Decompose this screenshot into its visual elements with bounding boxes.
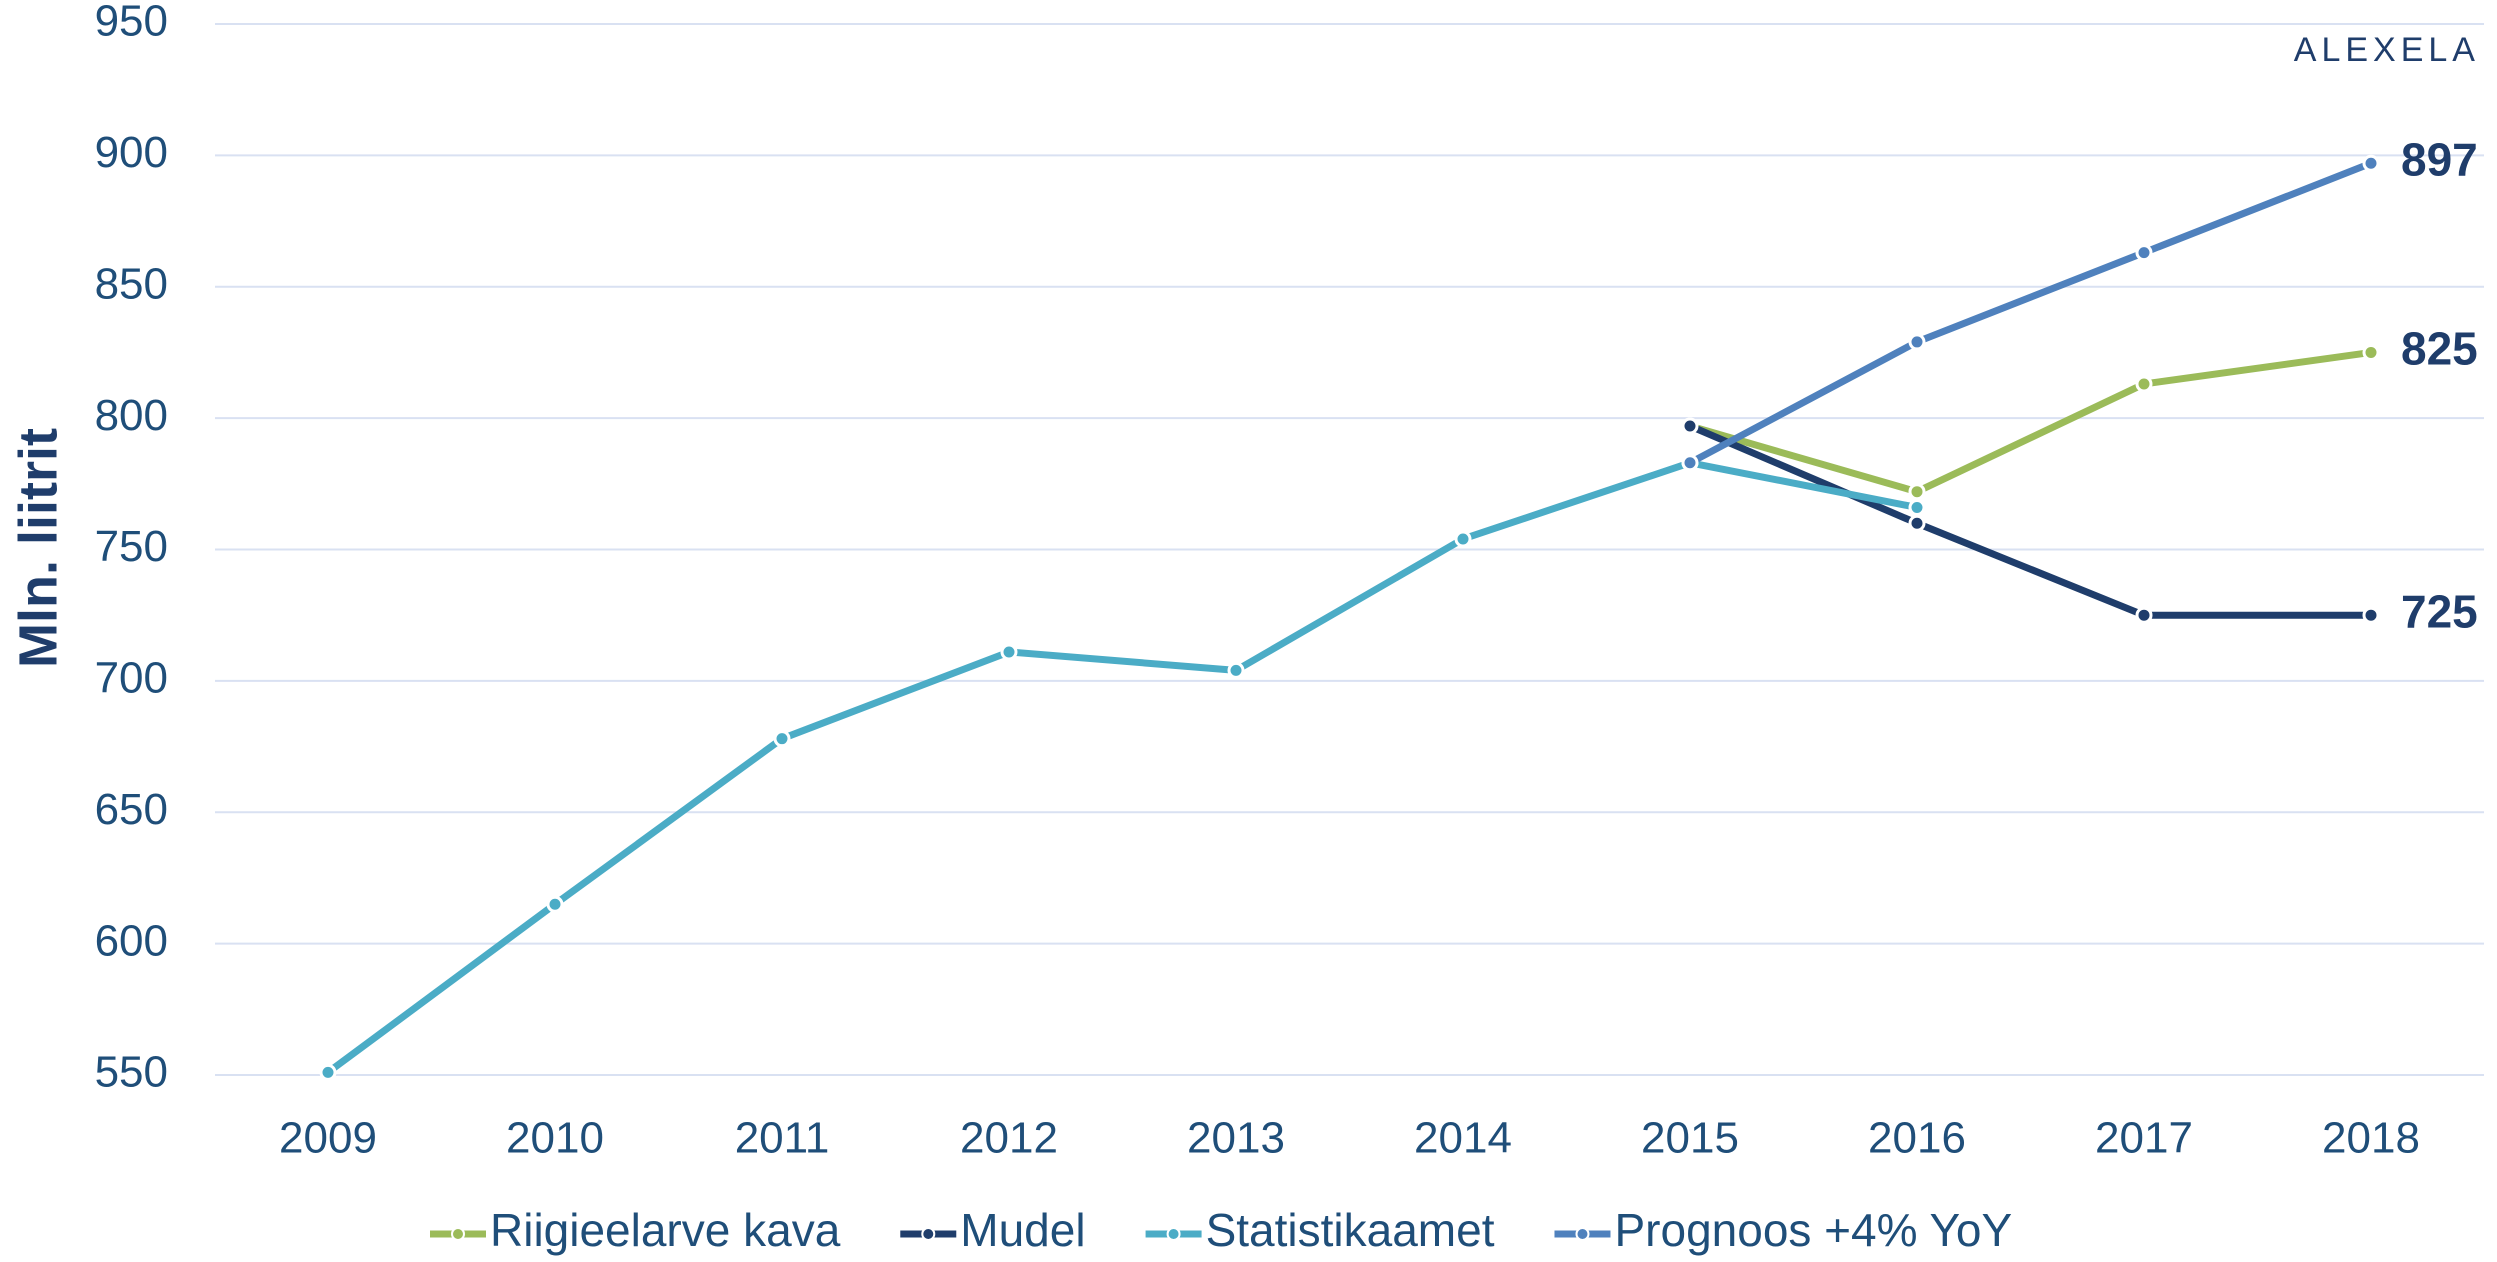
point xyxy=(1908,498,1926,516)
point xyxy=(2362,154,2380,172)
y-tick-label: 950 xyxy=(95,0,168,46)
legend-label: Statistikaamet xyxy=(1206,1204,1495,1256)
point xyxy=(2135,244,2153,262)
point xyxy=(1681,454,1699,472)
point xyxy=(1681,417,1699,435)
data-label: 897 xyxy=(2401,133,2478,185)
logo: ALEXELA xyxy=(2294,31,2480,69)
x-tick-label: 2014 xyxy=(1414,1114,1512,1163)
series-line xyxy=(325,459,1918,1076)
legend-label: Mudel xyxy=(960,1204,1085,1256)
point xyxy=(1908,333,1926,351)
y-tick-label: 700 xyxy=(95,654,168,703)
y-tick-label: 800 xyxy=(95,391,168,440)
y-tick-label: 600 xyxy=(95,916,168,965)
series-line xyxy=(1689,348,2372,496)
point xyxy=(1908,514,1926,532)
legend-marker xyxy=(1575,1227,1590,1241)
point xyxy=(1000,643,1018,661)
y-tick-label: 900 xyxy=(95,128,168,177)
x-tick-label: 2011 xyxy=(735,1114,830,1163)
y-tick-label: 750 xyxy=(95,522,168,571)
point xyxy=(2362,343,2380,361)
series-line xyxy=(1688,422,2371,619)
x-tick-label: 2013 xyxy=(1187,1114,1285,1163)
data-label: 825 xyxy=(2401,323,2478,375)
x-tick-label: 2017 xyxy=(2095,1114,2193,1163)
y-tick-label: 850 xyxy=(95,259,168,308)
legend-marker xyxy=(451,1227,465,1241)
x-tick-label: 2012 xyxy=(960,1114,1058,1163)
point xyxy=(2362,606,2380,624)
x-tick-label: 2010 xyxy=(506,1114,604,1163)
point xyxy=(2135,375,2153,393)
point xyxy=(1454,530,1472,548)
x-tick-label: 2015 xyxy=(1641,1114,1739,1163)
legend-label: Riigieelarve kava xyxy=(490,1204,841,1256)
legend-marker xyxy=(921,1227,936,1241)
y-tick-label: 650 xyxy=(95,785,168,834)
point xyxy=(546,895,564,913)
legend-label: Prognoos +4% YoY xyxy=(1614,1204,2012,1256)
point xyxy=(773,730,791,748)
point xyxy=(1908,483,1926,501)
series-line xyxy=(1688,160,2373,466)
y-tick-label: 550 xyxy=(95,1048,168,1097)
y-axis-label: Mln. liitrit xyxy=(8,428,68,668)
point xyxy=(319,1063,337,1081)
legend-marker xyxy=(1166,1227,1181,1241)
x-tick-label: 2016 xyxy=(1868,1114,1966,1163)
point xyxy=(1227,661,1245,679)
data-label: 725 xyxy=(2401,585,2478,637)
point xyxy=(2135,606,2153,624)
x-tick-label: 2018 xyxy=(2322,1114,2420,1163)
x-tick-label: 2009 xyxy=(279,1114,377,1163)
